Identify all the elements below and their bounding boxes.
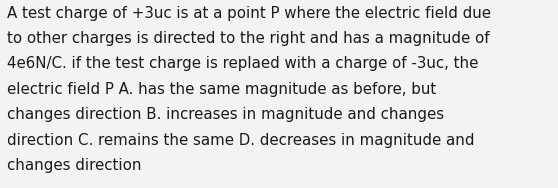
Text: 4e6N/C. if the test charge is replaed with a charge of -3uc, the: 4e6N/C. if the test charge is replaed wi… <box>7 56 479 71</box>
Text: changes direction: changes direction <box>7 158 142 173</box>
Text: changes direction B. increases in magnitude and changes: changes direction B. increases in magnit… <box>7 107 444 122</box>
Text: A test charge of +3uc is at a point P where the electric field due: A test charge of +3uc is at a point P wh… <box>7 6 491 21</box>
Text: direction C. remains the same D. decreases in magnitude and: direction C. remains the same D. decreas… <box>7 133 475 148</box>
Text: electric field P A. has the same magnitude as before, but: electric field P A. has the same magnitu… <box>7 82 436 97</box>
Text: to other charges is directed to the right and has a magnitude of: to other charges is directed to the righ… <box>7 31 490 46</box>
